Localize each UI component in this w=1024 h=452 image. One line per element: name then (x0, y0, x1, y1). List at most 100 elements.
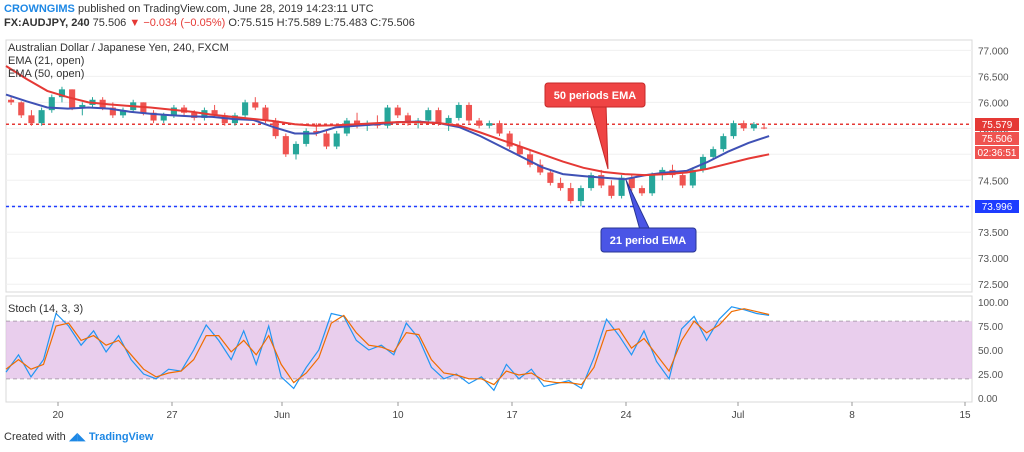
stoch-tick-label: 0.00 (978, 394, 998, 405)
candle-body (425, 110, 432, 121)
price-axis[interactable]: 77.00076.50076.00075.50075.00074.50074.0… (978, 46, 1009, 405)
candle-body (262, 107, 269, 121)
legend-stoch[interactable]: Stoch (14, 3, 3) (8, 303, 83, 315)
candle-body (18, 102, 25, 116)
ohlc-high: H:75.589 (276, 17, 322, 29)
candle-body (567, 188, 574, 202)
resistance-price-tag (975, 118, 1019, 131)
last-price: 75.506 (92, 17, 127, 29)
stoch-tick-label: 50.00 (978, 346, 1003, 357)
candle-body (211, 110, 218, 116)
candle-body (730, 123, 737, 137)
candle-body (577, 188, 584, 202)
time-tick-label: 10 (392, 410, 404, 421)
candle-body (150, 112, 157, 121)
annotation-ema50-box (544, 82, 646, 108)
candle-body (28, 115, 35, 124)
candle-body (394, 107, 401, 116)
annotation-ema50-pointer (589, 103, 609, 170)
tradingview-brand[interactable]: TradingView (88, 431, 154, 443)
candle-body (476, 120, 483, 126)
candle-body (720, 136, 727, 150)
price-tick-label: 72.500 (978, 280, 1009, 291)
ohlc-open: O:75.515 (228, 17, 274, 29)
legend-ema50[interactable]: EMA (50, open) (8, 68, 84, 80)
candle-body (8, 99, 15, 103)
legend-ema21[interactable]: EMA (21, open) (8, 55, 84, 67)
candle-body (506, 133, 513, 147)
time-axis[interactable]: 20 27 Jun 10 17 24 Jul 8 15 (52, 402, 971, 421)
candle-body (608, 185, 615, 196)
candle-body (79, 104, 86, 108)
candle-body (710, 149, 717, 157)
price-tick-label: 77.000 (978, 46, 1009, 57)
candle-body (588, 175, 595, 189)
annotation-ema21-box (600, 227, 697, 253)
candle-body (679, 175, 686, 186)
candle-body (333, 133, 340, 147)
candle-body (598, 175, 605, 186)
symbol-label[interactable]: FX:AUDJPY, 240 (4, 17, 90, 29)
stoch-band (6, 321, 972, 379)
countdown-tag (975, 146, 1019, 159)
candle-body (547, 172, 554, 183)
candle-body (618, 177, 625, 196)
last-price-text: 75.506 (982, 134, 1013, 145)
candle-body (404, 115, 411, 124)
price-labels: 75.579 75.506 02:36:51 73.996 (975, 118, 1019, 213)
publish-info: published on TradingView.com, June 28, 2… (77, 3, 374, 15)
indicator-lines (5, 65, 770, 392)
candle-body (740, 123, 747, 129)
candle-body (282, 136, 289, 155)
time-tick-label: 8 (849, 410, 855, 421)
candle-body (537, 164, 544, 173)
ohlc-close: C:75.506 (370, 17, 415, 29)
price-tick-label: 73.500 (978, 228, 1009, 239)
footer: Created with ◢◣ TradingView (4, 430, 153, 443)
candle-body (516, 146, 523, 155)
annotation-ema21-pointer (625, 179, 651, 231)
time-tick-label: 15 (959, 410, 971, 421)
price-tick-label: 76.500 (978, 72, 1009, 83)
stoch-tick-label: 100.00 (978, 298, 1009, 309)
candle-body (384, 107, 391, 126)
candle-body (109, 107, 116, 116)
time-tick-label: 20 (52, 410, 64, 421)
candle-body (750, 124, 757, 129)
candle-body (191, 112, 198, 118)
candle-body (242, 102, 249, 116)
candle-body (38, 110, 45, 124)
candle-body (649, 175, 656, 194)
stoch-tick-label: 75.00 (978, 322, 1003, 333)
price-change: ▼ −0.034 (−0.05%) (129, 17, 226, 29)
annotation-ema21: 21 period EMA (600, 179, 697, 253)
price-tick-label: 76.000 (978, 98, 1009, 109)
candle-body (628, 177, 635, 189)
candle-body (221, 115, 228, 124)
tradingview-logo-icon: ◢◣ (68, 431, 86, 443)
price-tick-label: 73.000 (978, 254, 1009, 265)
annotation-ema21-text: 21 period EMA (610, 235, 686, 247)
last-price-tag (975, 132, 1019, 145)
time-tick-label: 24 (620, 410, 632, 421)
support-price-text: 73.996 (982, 202, 1013, 213)
support-price-tag (975, 200, 1019, 213)
candle-body (292, 143, 300, 155)
stoch-d-line (5, 308, 770, 386)
candle-body (48, 97, 55, 111)
time-tick-label: 17 (506, 410, 518, 421)
candle-body (638, 188, 646, 194)
candle-body (465, 104, 473, 121)
candle-body (58, 89, 66, 98)
candle-body (496, 123, 503, 134)
author-name[interactable]: CROWNGIMS (4, 3, 75, 15)
candle-body (170, 107, 177, 116)
price-chart[interactable]: 77.00076.50076.00075.50075.00074.50074.0… (0, 34, 1024, 424)
annotation-ema50: 50 periods EMA (544, 82, 646, 170)
candle-body (455, 104, 462, 118)
candle-body (160, 115, 167, 121)
ema50-line (5, 65, 770, 177)
candle-body (353, 120, 361, 126)
candle-body (557, 182, 564, 189)
annotation-ema50-text: 50 periods EMA (554, 90, 637, 102)
